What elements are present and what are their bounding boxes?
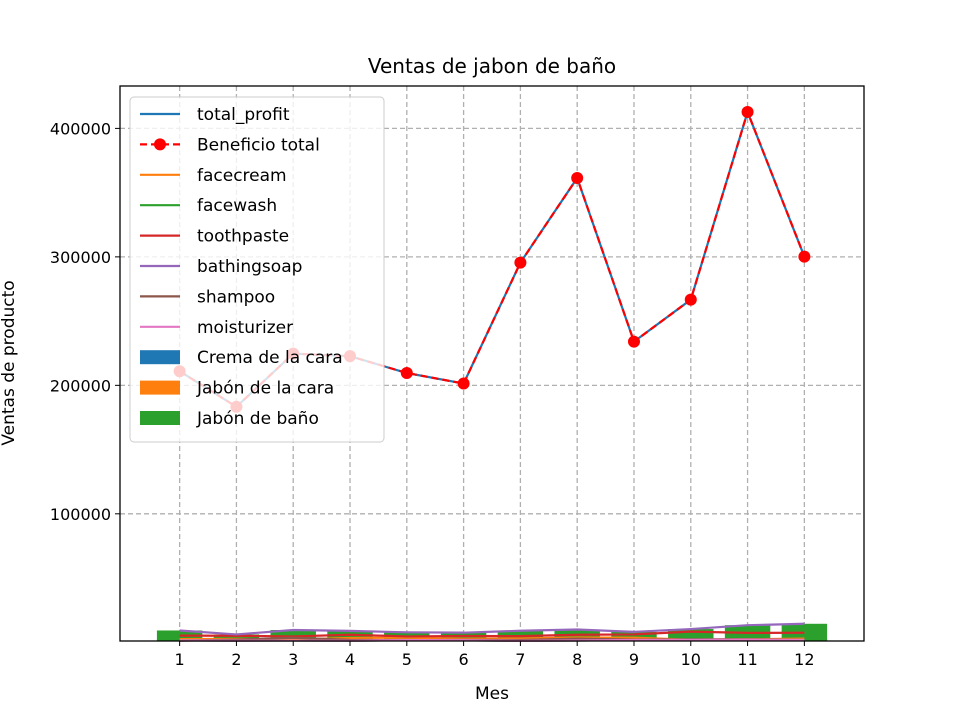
y-tick-label: 200000 (50, 376, 111, 395)
x-tick-label: 4 (345, 650, 355, 669)
point-marker (514, 256, 527, 269)
plot-frame (119, 85, 865, 642)
line-toothpaste (179, 630, 805, 638)
y-tick-label: 300000 (50, 248, 111, 267)
y-tick-label: 400000 (50, 119, 111, 138)
x-tick-label: 1 (175, 650, 185, 669)
x-tick-label: 11 (737, 650, 757, 669)
legend-label: facewash (197, 196, 277, 216)
x-tick-label: 12 (794, 650, 814, 669)
chart-title: Ventas de jabon de baño (368, 54, 616, 78)
x-tick-label: 3 (288, 650, 298, 669)
legend-label: shampoo (197, 287, 275, 307)
legend-label: Crema de la cara (197, 348, 343, 368)
bar-jabón-de-baño (213, 634, 260, 641)
legend-swatch (140, 380, 180, 395)
legend-label: total_profit (197, 105, 290, 125)
point-marker (457, 377, 470, 390)
point-marker (684, 293, 697, 306)
y-tick-label: 100000 (50, 505, 111, 524)
x-axis: 1 2 3 4 5 6 7 8 9 10 11 12 (175, 641, 815, 669)
x-tick-label: 2 (231, 650, 241, 669)
legend-swatch (140, 411, 180, 425)
x-tick-label: 5 (402, 650, 412, 669)
bar-jabón-de-baño (327, 630, 373, 641)
legend: total_profit Beneficio total facecream face… (129, 96, 385, 443)
point-marker (627, 335, 640, 348)
legend-label: moisturizer (197, 318, 293, 338)
point-marker (798, 250, 811, 263)
point-marker (400, 367, 413, 380)
line-beneficio-total (179, 108, 806, 409)
legend-label: toothpaste (197, 227, 289, 247)
x-tick-label: 6 (459, 650, 469, 669)
bar-jabón-de-baño (611, 631, 657, 641)
legend-label: Jabón de baño (196, 409, 319, 429)
x-tick-label: 9 (629, 650, 639, 669)
legend-box (129, 96, 385, 443)
legend-label: bathingsoap (197, 257, 302, 277)
legend-label: Beneficio total (197, 135, 320, 155)
legend-swatch (140, 350, 180, 365)
x-tick-label: 7 (515, 650, 525, 669)
line-bathingsoap (179, 622, 805, 636)
x-tick-label: 10 (681, 650, 701, 669)
bar-jabón-de-baño (668, 629, 714, 641)
legend-label: facecream (197, 166, 287, 186)
x-axis-label: Mes (475, 684, 509, 704)
y-axis-label: Ventas de producto (0, 280, 19, 445)
legend-label: Jabón de la cara (196, 379, 334, 399)
y-axis: 100000 200000 300000 400000 (50, 119, 120, 524)
point-marker (741, 105, 754, 118)
bar-jabón-de-baño (781, 623, 828, 641)
x-tick-label: 8 (572, 650, 582, 669)
point-marker (571, 171, 584, 184)
legend-marker (154, 138, 166, 151)
